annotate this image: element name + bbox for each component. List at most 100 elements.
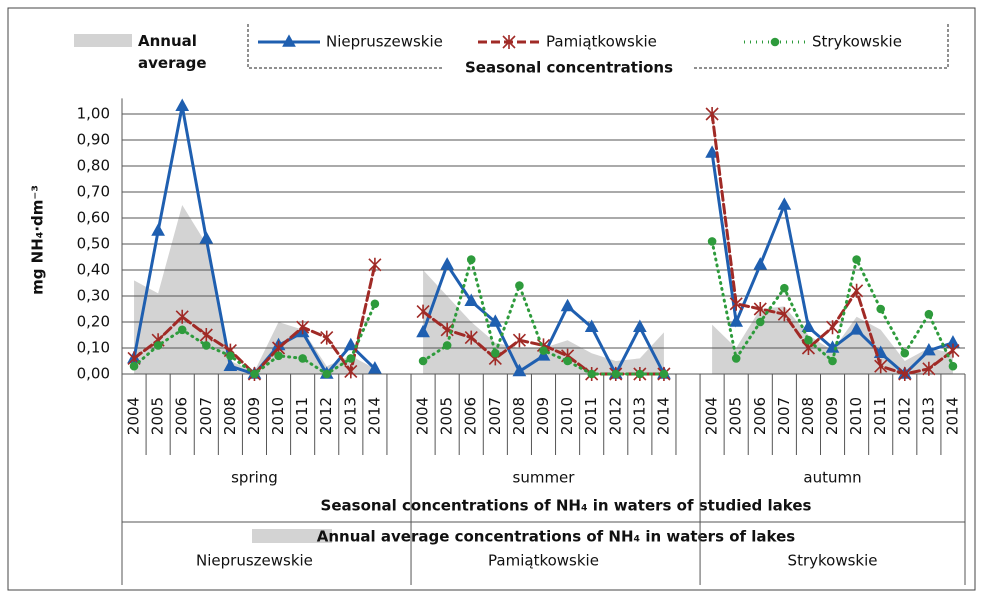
- x-tick-label: 2013: [919, 397, 937, 435]
- data-point: [440, 257, 455, 270]
- data-point: [346, 354, 356, 363]
- legend-label: Strykowskie: [812, 33, 902, 51]
- data-point: [368, 361, 382, 374]
- x-tick-label: 2012: [895, 397, 913, 435]
- y-tick-label: 0,50: [77, 235, 110, 253]
- data-point: [202, 341, 211, 350]
- data-point: [466, 255, 476, 264]
- data-point: [705, 145, 719, 158]
- x-tick-label: 2011: [293, 397, 311, 435]
- x-tick-label: 2010: [558, 397, 576, 435]
- x-tick-label: 2013: [630, 397, 648, 435]
- data-point: [274, 351, 283, 361]
- x-tick-label: 2009: [245, 397, 263, 435]
- data-point: [731, 354, 741, 363]
- data-point: [850, 283, 864, 298]
- x-tick-label: 2005: [149, 397, 167, 435]
- data-point: [632, 319, 647, 333]
- y-tick-label: 0,20: [77, 313, 110, 331]
- x-tick-label: 2008: [510, 397, 528, 435]
- data-point: [223, 358, 238, 372]
- y-axis-title: mg NH₄·dm⁻³: [29, 185, 47, 295]
- data-point: [320, 330, 334, 345]
- x-tick-label: 2009: [534, 397, 552, 435]
- x-tick-label: 2006: [173, 397, 191, 435]
- data-point: [849, 322, 864, 335]
- data-point: [780, 283, 789, 293]
- data-point: [828, 356, 837, 366]
- data-point: [777, 307, 791, 322]
- data-point: [707, 237, 717, 246]
- x-tick-label: 2010: [847, 397, 865, 435]
- data-point: [922, 361, 936, 376]
- data-point: [563, 356, 572, 366]
- data-point: [416, 324, 430, 338]
- x-tick-label: 2012: [317, 397, 335, 435]
- data-point: [250, 369, 259, 379]
- group-label: spring: [231, 469, 278, 487]
- legend-label: Pamiątkowskie: [546, 33, 657, 51]
- data-point: [948, 361, 958, 371]
- data-point: [368, 257, 382, 272]
- data-point: [226, 351, 235, 361]
- x-tick-label: 2011: [871, 397, 889, 435]
- legend-marker: [502, 35, 516, 49]
- data-point: [370, 299, 380, 309]
- data-point: [587, 369, 596, 379]
- x-tick-label: 2008: [221, 397, 239, 435]
- data-point: [515, 281, 524, 290]
- legend-title-bg: [444, 58, 694, 78]
- data-point: [199, 231, 214, 244]
- data-point: [322, 369, 332, 379]
- y-tick-label: 0,00: [77, 365, 110, 383]
- data-point: [659, 369, 669, 379]
- data-point: [876, 304, 886, 314]
- x-tick-label: 2007: [775, 397, 793, 435]
- data-point: [804, 335, 813, 345]
- y-tick-label: 0,40: [77, 261, 110, 279]
- data-point: [729, 314, 744, 327]
- x-tick-label: 2007: [197, 397, 215, 435]
- x-tick-label: 2014: [943, 397, 961, 435]
- data-point: [512, 333, 526, 348]
- legend-box: [247, 24, 949, 69]
- area: [134, 205, 375, 374]
- data-point: [801, 319, 816, 333]
- group-label: summer: [513, 469, 576, 487]
- data-point: [153, 341, 163, 350]
- x-tick-label: 2006: [751, 397, 769, 435]
- x-tick-label: 2004: [703, 397, 721, 435]
- legend-marker: [770, 37, 780, 47]
- x-tick-label: 2004: [125, 397, 143, 435]
- area-title-swatch: [252, 529, 332, 543]
- data-point: [611, 369, 621, 379]
- data-point: [175, 98, 190, 111]
- x-axis-title: Seasonal concentrations of NH₄ in waters…: [321, 497, 812, 515]
- data-point: [464, 330, 478, 345]
- data-point: [898, 367, 912, 381]
- area-group-label: Niepruszewskie: [196, 552, 313, 570]
- x-tick-label: 2008: [799, 397, 817, 435]
- data-point: [755, 317, 765, 327]
- data-point: [416, 304, 430, 319]
- data-point: [635, 369, 645, 379]
- data-point: [177, 325, 187, 335]
- data-point: [344, 364, 358, 379]
- data-point: [539, 346, 548, 355]
- data-point: [922, 342, 936, 356]
- x-tick-label: 2009: [823, 397, 841, 435]
- y-tick-label: 0,80: [77, 157, 110, 175]
- x-tick-label: 2007: [486, 397, 504, 435]
- x-tick-label: 2012: [606, 397, 624, 435]
- x-tick-label: 2013: [341, 397, 359, 435]
- x-tick-label: 2004: [414, 397, 432, 435]
- data-point: [199, 328, 213, 342]
- data-point: [175, 309, 189, 324]
- area-group-label: Pamiątkowskie: [488, 552, 599, 570]
- data-point: [560, 298, 575, 312]
- y-tick-label: 0,30: [77, 287, 110, 305]
- data-point: [151, 223, 165, 236]
- data-point: [777, 197, 792, 210]
